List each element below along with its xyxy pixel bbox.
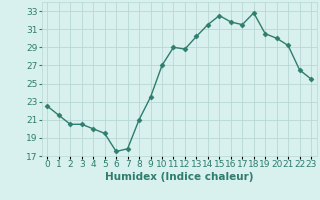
X-axis label: Humidex (Indice chaleur): Humidex (Indice chaleur) <box>105 172 253 182</box>
